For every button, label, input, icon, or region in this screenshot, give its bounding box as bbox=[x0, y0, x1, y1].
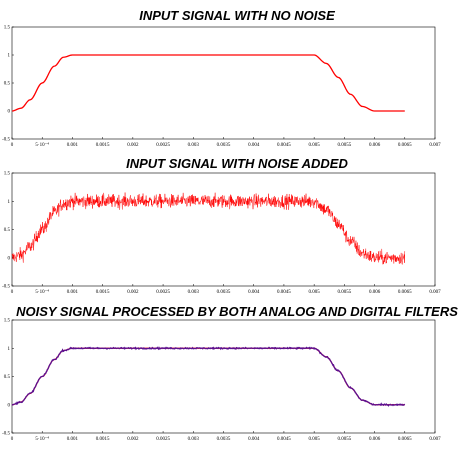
x-tick-label: 0.001 bbox=[67, 290, 79, 295]
x-tick-label: 0.003 bbox=[188, 437, 200, 442]
x-tick-label: 0.0065 bbox=[398, 143, 412, 148]
x-tick-label: 0.0025 bbox=[156, 290, 170, 295]
x-tick-label: 0.006 bbox=[369, 143, 381, 148]
x-tick-label: 0.004 bbox=[248, 290, 260, 295]
x-tick-label: 0 bbox=[11, 437, 14, 442]
y-tick-label: 1.5 bbox=[4, 319, 11, 324]
x-tick-label: 0.007 bbox=[429, 290, 441, 295]
x-tick-label: 0.0035 bbox=[217, 143, 231, 148]
y-tick-label: 0.5 bbox=[4, 375, 11, 380]
x-tick-label: 0.005 bbox=[309, 437, 321, 442]
x-tick-label: 0.0025 bbox=[156, 143, 170, 148]
x-tick-label: 0.0065 bbox=[398, 290, 412, 295]
x-tick-label: 0.005 bbox=[309, 143, 321, 148]
x-tick-label: 0.006 bbox=[369, 290, 381, 295]
x-tick-label: 5·10⁻⁴ bbox=[35, 436, 49, 442]
y-tick-label: 0.5 bbox=[4, 228, 11, 233]
chart-no-noise: 0 5·10⁻⁴ 0.001 0.0015 0.002 0.0025 0.003 0.0035… bbox=[2, 26, 441, 148]
series-line-1 bbox=[11, 192, 406, 265]
plot-frame bbox=[11, 172, 436, 287]
panel-title-filtered: NOISY SIGNAL PROCESSED BY BOTH ANALOG AN… bbox=[16, 304, 458, 319]
x-tick-label: 5·10⁻⁴ bbox=[35, 289, 49, 295]
x-tick-label: 0 bbox=[11, 143, 14, 148]
x-tick-label: 0.006 bbox=[369, 437, 381, 442]
chart-filtered: 0 5·10⁻⁴ 0.001 0.0015 0.002 0.0025 0.003 0.0035… bbox=[2, 319, 441, 442]
y-tick-label: 0 bbox=[8, 403, 11, 408]
x-tick-label: 0.004 bbox=[248, 437, 260, 442]
x-tick-label: 0.0055 bbox=[337, 437, 351, 442]
y-tick-label: -0.5 bbox=[2, 138, 10, 143]
x-tick-label: 0.0035 bbox=[217, 437, 231, 442]
x-tick-label: 0.0045 bbox=[277, 437, 291, 442]
plot-frame bbox=[11, 26, 436, 140]
y-tick-label: -0.5 bbox=[2, 285, 10, 290]
x-tick-label: 0.0045 bbox=[277, 290, 291, 295]
series-line-1 bbox=[11, 54, 405, 112]
x-tick-label: 0.003 bbox=[188, 290, 200, 295]
series-line-1 bbox=[11, 347, 405, 406]
y-tick-label: 1 bbox=[8, 347, 11, 352]
y-tick-label: 1 bbox=[8, 54, 11, 59]
x-tick-label: 0.0015 bbox=[96, 290, 110, 295]
x-tick-label: 0.007 bbox=[429, 143, 441, 148]
x-tick-label: 0.0025 bbox=[156, 437, 170, 442]
y-tick-label: 1 bbox=[8, 200, 11, 205]
y-tick-label: 1.5 bbox=[4, 172, 11, 177]
chart-noise-added: 0 5·10⁻⁴ 0.001 0.0015 0.002 0.0025 0.003 0.0035… bbox=[2, 172, 441, 295]
y-tick-label: 0 bbox=[8, 110, 11, 115]
x-tick-label: 0 bbox=[11, 290, 14, 295]
x-tick-label: 0.003 bbox=[188, 143, 200, 148]
x-tick-label: 0.007 bbox=[429, 437, 441, 442]
x-tick-label: 0.004 bbox=[248, 143, 260, 148]
series-line-2 bbox=[11, 346, 406, 407]
x-tick-label: 0.0035 bbox=[217, 290, 231, 295]
x-tick-label: 0.001 bbox=[67, 143, 79, 148]
x-tick-label: 0.0055 bbox=[337, 143, 351, 148]
x-tick-label: 0.005 bbox=[309, 290, 321, 295]
y-tick-label: 0 bbox=[8, 256, 11, 261]
x-tick-label: 0.0015 bbox=[96, 437, 110, 442]
x-tick-label: 0.001 bbox=[67, 437, 79, 442]
panel-title-noise-added: INPUT SIGNAL WITH NOISE ADDED bbox=[126, 156, 348, 171]
x-tick-label: 0.0065 bbox=[398, 437, 412, 442]
x-tick-label: 0.0045 bbox=[277, 143, 291, 148]
y-tick-label: 1.5 bbox=[4, 26, 11, 31]
plot-frame bbox=[11, 319, 436, 434]
x-tick-label: 0.0015 bbox=[96, 143, 110, 148]
y-tick-label: 0.5 bbox=[4, 82, 11, 87]
x-tick-label: 0.0055 bbox=[337, 290, 351, 295]
x-tick-label: 0.002 bbox=[127, 437, 139, 442]
panel-title-no-noise: INPUT SIGNAL WITH NO NOISE bbox=[139, 8, 335, 23]
x-tick-label: 0.002 bbox=[127, 290, 139, 295]
y-tick-label: -0.5 bbox=[2, 432, 10, 437]
x-tick-label: 0.002 bbox=[127, 143, 139, 148]
x-tick-label: 5·10⁻⁴ bbox=[35, 142, 49, 148]
